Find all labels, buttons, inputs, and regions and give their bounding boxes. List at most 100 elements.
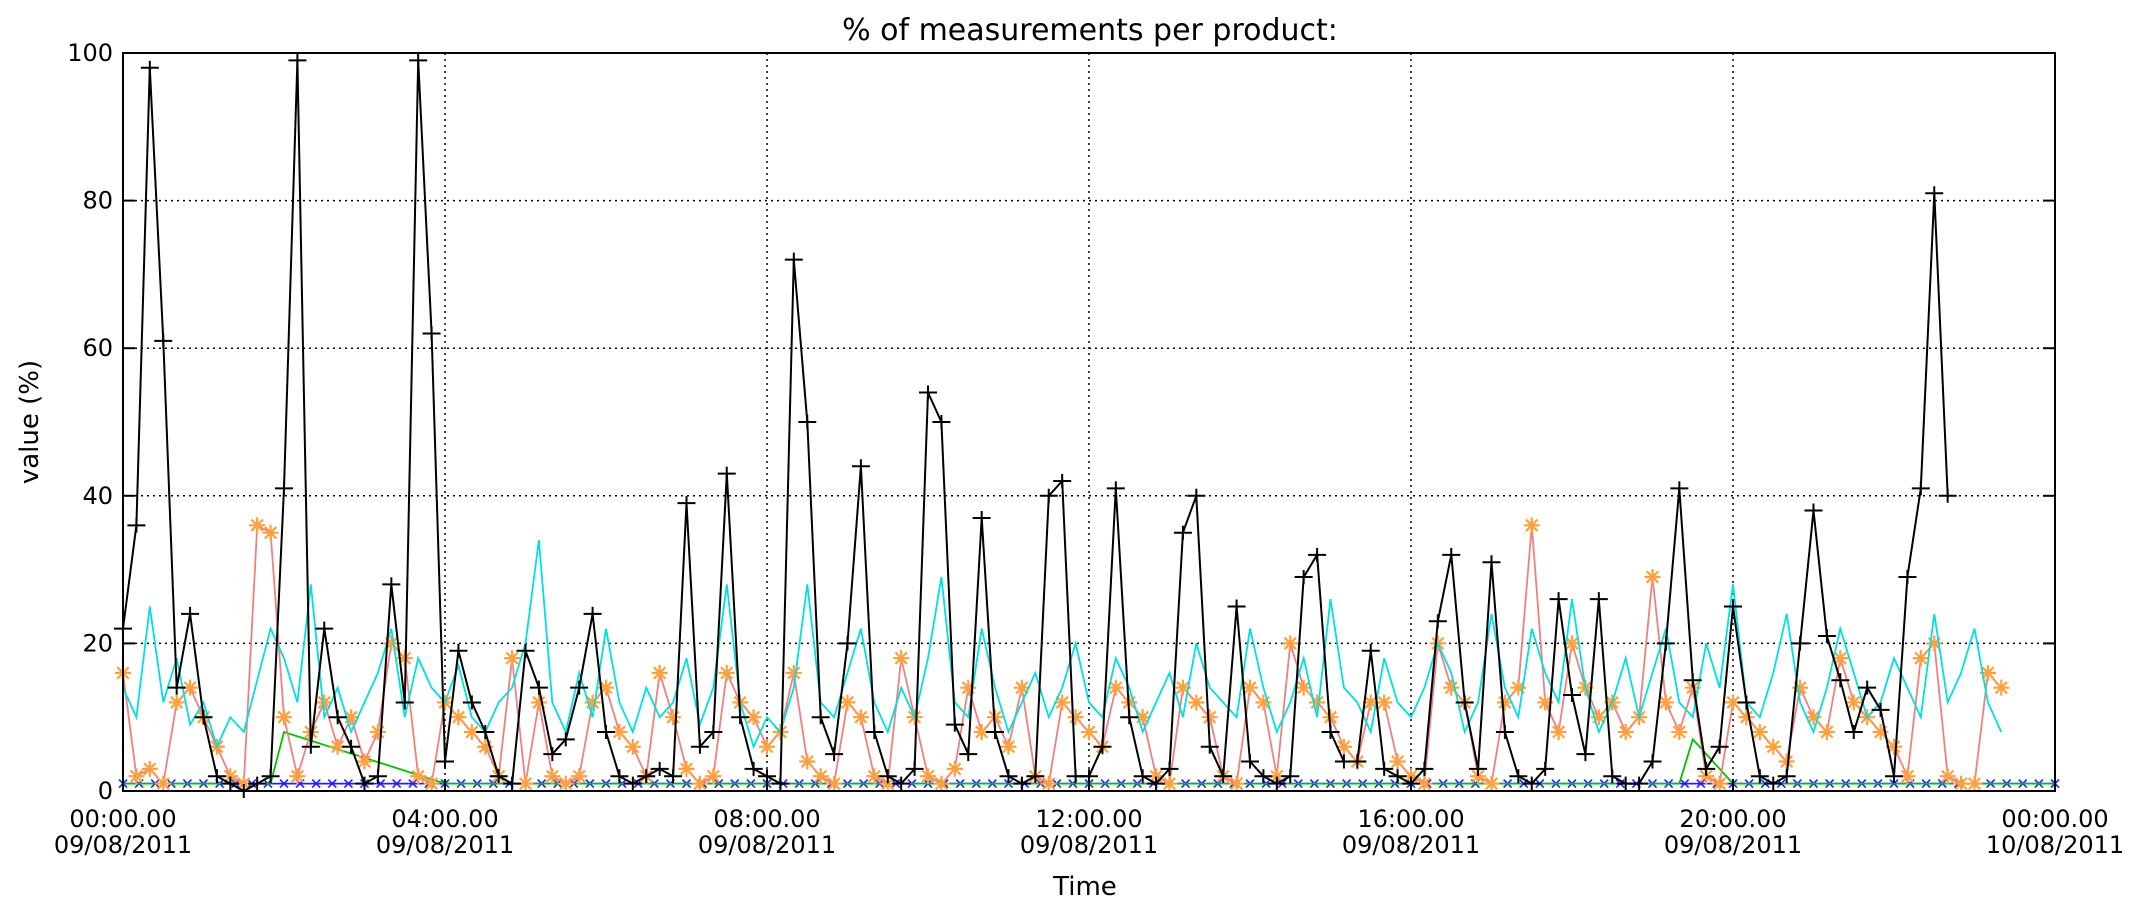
series-3-point	[1496, 694, 1513, 711]
series-1-point	[1106, 481, 1125, 496]
series-3-point	[276, 709, 292, 726]
y-tick-label: 100	[67, 39, 113, 67]
x-tick-label-date: 09/08/2011	[1664, 831, 1802, 859]
series-1-point	[181, 606, 200, 621]
series-1-point	[905, 761, 924, 776]
series-3-point	[571, 768, 588, 785]
series-3-point	[383, 635, 400, 652]
series-1-point	[1831, 673, 1850, 688]
series-1-point	[1428, 614, 1447, 629]
series-1-point	[1173, 525, 1192, 540]
series-1-point	[1147, 776, 1166, 791]
series-1-point	[1656, 636, 1675, 651]
series-3-point	[1698, 768, 1715, 785]
series-3-point	[1403, 768, 1419, 785]
series-3-point	[1255, 694, 1272, 711]
series-1-point	[1724, 599, 1742, 614]
series-1-point	[1039, 488, 1058, 503]
series-1-point	[543, 747, 562, 762]
series-3-point	[1523, 517, 1540, 534]
series-1-point	[328, 710, 347, 725]
series-1-point	[1603, 769, 1622, 784]
series-3-point	[1979, 664, 1996, 681]
series-1-point	[248, 776, 267, 791]
series-3-point	[544, 768, 561, 785]
series-1-point	[1361, 643, 1380, 658]
series-1-point	[610, 769, 629, 784]
series-1-point	[288, 53, 307, 68]
series-3-point	[785, 664, 802, 681]
series-1-point	[529, 680, 548, 695]
series-3-point	[933, 775, 950, 792]
series-3-point	[1832, 650, 1849, 667]
x-tick-label-time: 12:00.00	[1035, 805, 1142, 833]
series-1-point	[570, 680, 589, 695]
series-1-point	[1777, 769, 1796, 784]
series-1-point	[717, 466, 736, 481]
series-5-point	[392, 779, 402, 789]
series-3-point	[450, 709, 467, 726]
series-1-point	[1294, 569, 1313, 584]
x-tick-label-date: 09/08/2011	[698, 831, 836, 859]
series-3-point	[1228, 775, 1245, 792]
series-1-point	[261, 769, 280, 784]
series-3-point	[1617, 723, 1634, 740]
series-1-point	[1415, 761, 1434, 776]
series-1-point	[275, 481, 293, 496]
series-1-point	[127, 518, 146, 533]
series-1-point	[422, 326, 441, 341]
series-3-point	[1443, 679, 1460, 696]
series-3-point	[1040, 775, 1057, 792]
series-5-point	[279, 779, 289, 789]
series-1-point	[811, 710, 830, 725]
series-3-point	[1966, 775, 1983, 792]
series-1-point	[1495, 724, 1514, 739]
series-3-point	[1725, 694, 1741, 711]
series-1-point	[516, 643, 535, 658]
x-tick-label-time: 16:00.00	[1357, 805, 1464, 833]
series-3-point	[1644, 568, 1661, 585]
series-3-point	[1322, 709, 1339, 726]
series-3-point	[517, 775, 534, 792]
series-1-point	[476, 724, 495, 739]
series-3-point	[584, 694, 601, 711]
x-tick-label-date: 09/08/2011	[1020, 831, 1158, 859]
series-3-point	[182, 679, 199, 696]
series-3-point	[973, 723, 990, 740]
series-3-point	[1939, 768, 1956, 785]
series-1-point	[1844, 724, 1863, 739]
series-1-point	[436, 754, 454, 769]
series-1-point	[1200, 739, 1219, 754]
y-tick-label: 60	[82, 334, 113, 362]
x-tick-label-date: 09/08/2011	[54, 831, 192, 859]
series-1-point	[1858, 680, 1877, 695]
x-tick-label-time: 20:00.00	[1679, 805, 1786, 833]
series-1-line	[122, 60, 1949, 793]
series-1-point	[1549, 592, 1568, 607]
series-3-point	[1872, 723, 1889, 740]
series-1-point	[1455, 695, 1474, 710]
series-1-point	[650, 761, 669, 776]
series-3-point	[1268, 768, 1285, 785]
x-tick-label-date: 09/08/2011	[1342, 831, 1480, 859]
series-3-point	[1335, 738, 1352, 755]
series-1-point	[315, 621, 334, 636]
series-3-point	[530, 694, 547, 711]
series-1-point	[409, 53, 428, 68]
series-1-point	[851, 459, 870, 474]
x-tick-label-date: 09/08/2011	[376, 831, 514, 859]
series-1-point	[704, 724, 723, 739]
series-1-point	[1120, 710, 1139, 725]
series-1-point	[1911, 481, 1930, 496]
series-1-point	[556, 732, 575, 747]
y-tick-label: 0	[98, 777, 113, 805]
series-3-point	[1013, 679, 1030, 696]
series-1-point	[1750, 769, 1769, 784]
series-3-point	[705, 768, 722, 785]
series-1-point	[1898, 569, 1917, 584]
series-3-point	[691, 775, 708, 792]
series-1-point	[784, 252, 803, 267]
series-1-point	[959, 747, 978, 762]
x-tick-label-date: 10/08/2011	[1986, 831, 2124, 859]
